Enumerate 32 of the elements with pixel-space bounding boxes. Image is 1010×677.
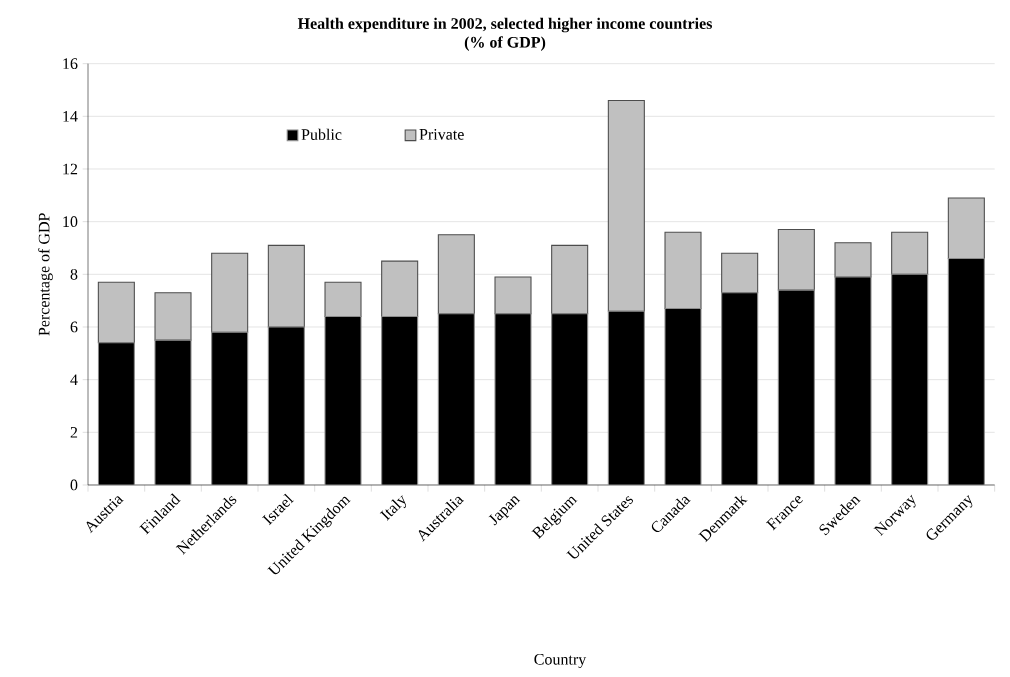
- bar: [267, 244, 305, 328]
- y-tick-label: 8: [70, 268, 78, 280]
- x-tick-label: Italy: [379, 495, 406, 521]
- y-tick-label: 14: [63, 111, 78, 122]
- bar: [834, 242, 872, 278]
- bar: [154, 292, 192, 341]
- bar: [721, 252, 759, 294]
- legend-label: Public: [301, 128, 342, 140]
- legend-label: Private: [419, 128, 464, 140]
- y-tick-label: 16: [63, 58, 78, 70]
- y-tick-label: 0: [70, 479, 78, 491]
- bar: [777, 229, 815, 291]
- bar: [664, 231, 702, 310]
- bar: [494, 276, 532, 315]
- y-tick-label: 4: [70, 374, 78, 385]
- bar: [97, 281, 135, 344]
- chart-subtitle: (% of GDP): [464, 36, 546, 51]
- bar: [324, 281, 362, 317]
- y-tick-label: 10: [63, 216, 78, 228]
- bar: [607, 99, 645, 312]
- bar: [211, 252, 249, 333]
- x-axis-title: Country: [534, 653, 587, 668]
- y-tick-label: 2: [70, 427, 78, 438]
- bar: [551, 244, 589, 315]
- bar: [437, 234, 475, 315]
- bar: [947, 197, 985, 260]
- y-tick-label: 12: [63, 163, 78, 175]
- bar: [381, 260, 419, 317]
- chart-title: Health expenditure in 2002, selected higher income countries: [297, 17, 713, 33]
- bar: [891, 231, 929, 275]
- y-tick-label: 6: [70, 321, 78, 333]
- y-axis-title: Percentage of GDP: [38, 213, 53, 336]
